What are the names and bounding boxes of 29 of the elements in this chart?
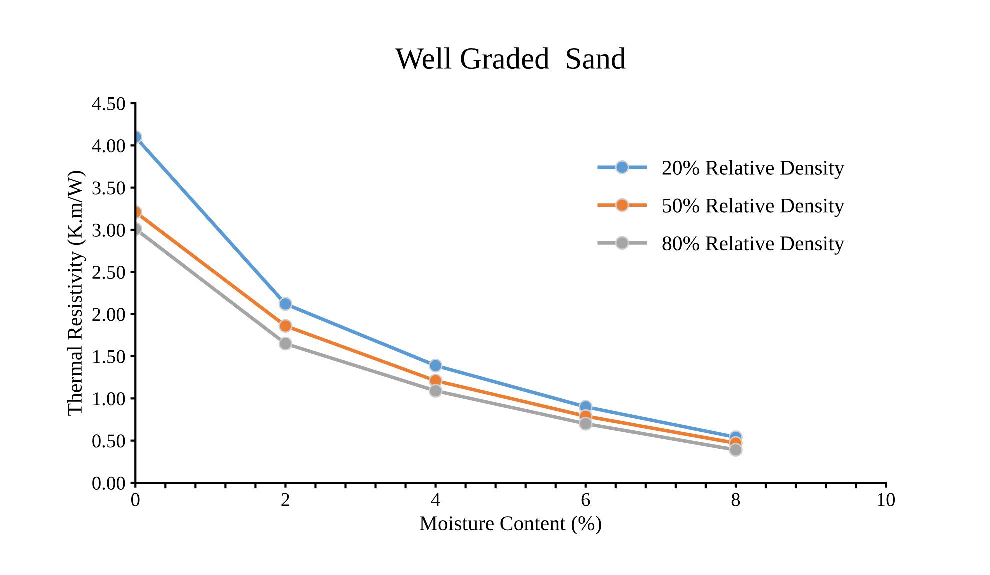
y-tick-label: 2.50: [92, 266, 126, 280]
y-tick-label: 3.50: [92, 182, 126, 195]
x-tick-label: 0: [132, 493, 140, 506]
y-tick-label: 0.50: [92, 434, 126, 448]
y-tick-label: 2.00: [92, 308, 126, 322]
y-tick-label: 1.00: [94, 392, 126, 406]
x-tick-label: 8: [732, 493, 740, 506]
point: [729, 443, 743, 458]
legend-label: 80% Relative Density: [662, 236, 845, 255]
point: [428, 384, 443, 398]
chart-title: Well Graded Sand: [395, 48, 626, 70]
legend-label: 50% Relative Density: [663, 198, 845, 218]
y-tick-label: 3.00: [92, 224, 126, 238]
x-tick-label: 4: [431, 493, 440, 506]
point: [278, 297, 293, 312]
y-tick-label: 1.50: [94, 350, 126, 364]
point: [578, 417, 593, 431]
legend-label: 20% Relative Density: [662, 160, 845, 180]
x-tick-label: 10: [878, 493, 896, 506]
y-tick-label: 0.00: [92, 476, 126, 490]
point: [278, 336, 293, 351]
x-tick-label: 2: [282, 493, 290, 506]
point: [278, 319, 293, 334]
y-tick-label: 4.50: [92, 97, 126, 111]
x-tick-label: 6: [582, 493, 590, 506]
y-axis-title: Thermal Resistivity (K.m/W): [67, 171, 86, 416]
y-tick-label: 4.00: [92, 139, 126, 153]
x-axis-title: Moisture Content (%): [420, 516, 602, 535]
point: [428, 358, 443, 373]
